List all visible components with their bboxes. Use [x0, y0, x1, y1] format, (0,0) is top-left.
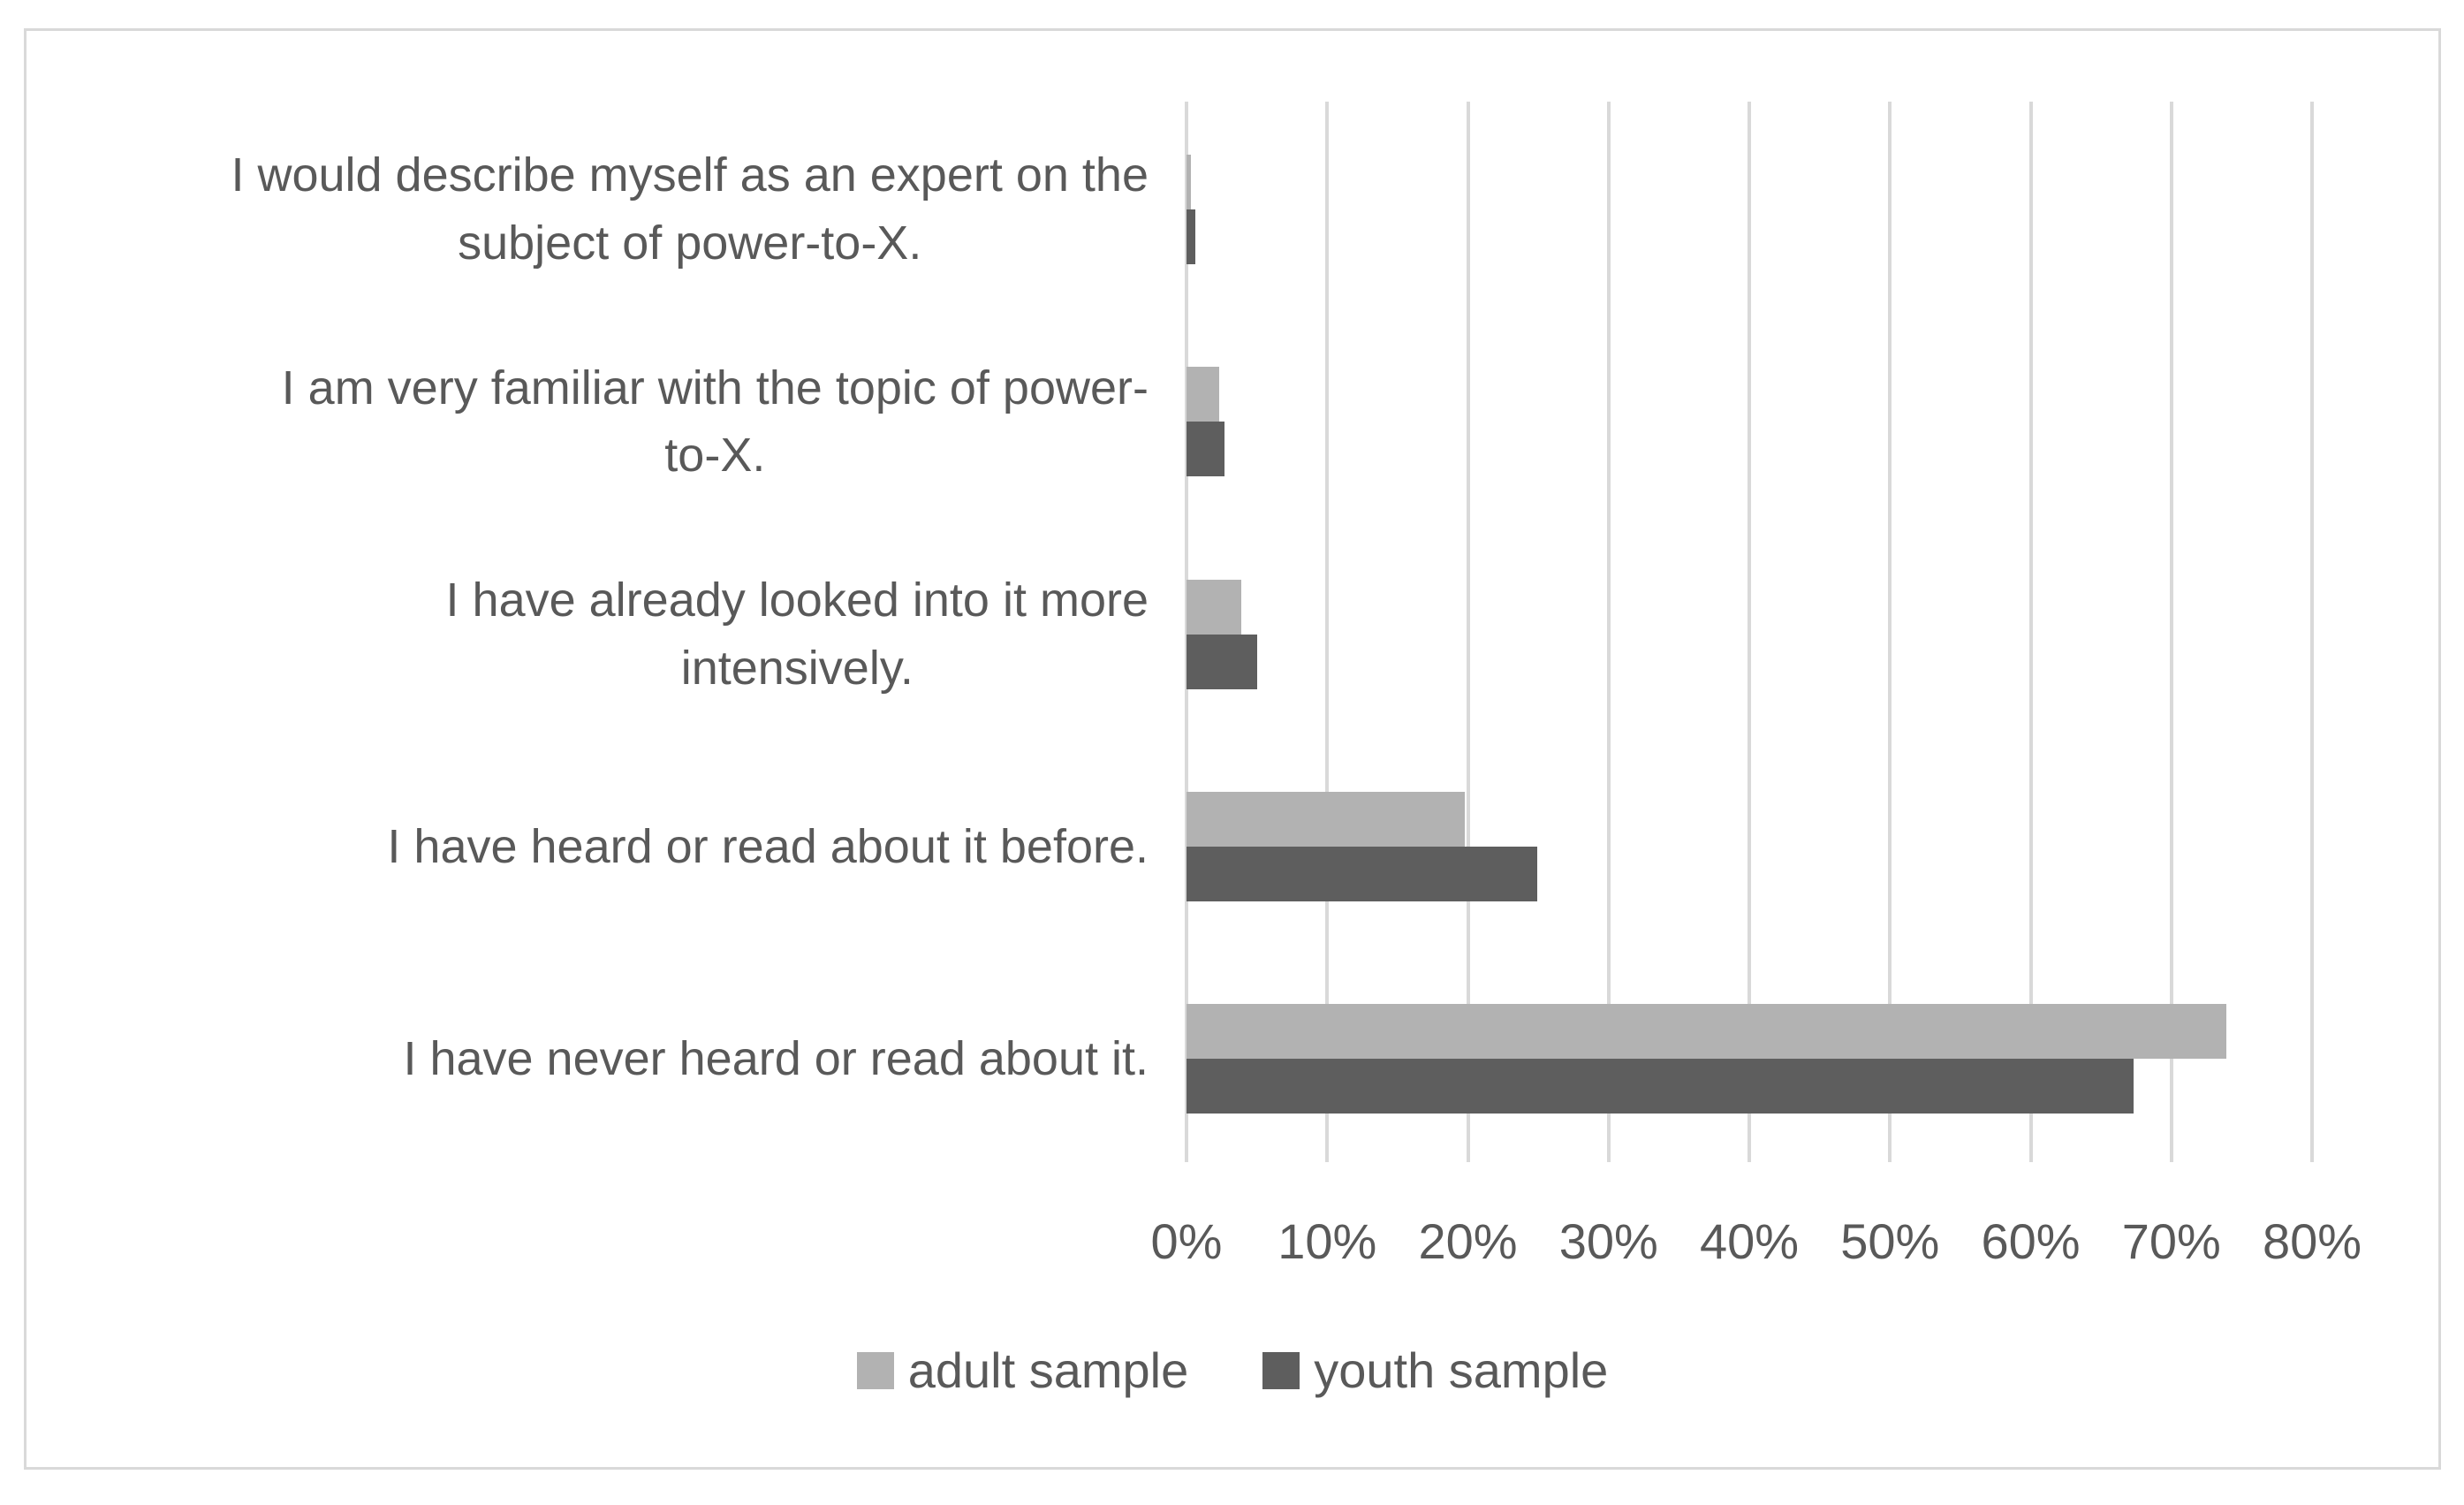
- gridline: [1325, 102, 1330, 1162]
- category-label: I would describe myself as an expert on …: [231, 148, 1149, 270]
- bar-youth-sample: [1187, 209, 1195, 265]
- x-tick-label: 70%: [2121, 1213, 2221, 1269]
- bar-youth-sample: [1187, 1059, 2134, 1114]
- category-label: I have never heard or read about it.: [403, 1032, 1149, 1085]
- x-tick-label: 10%: [1277, 1213, 1377, 1269]
- bar-adult-sample: [1187, 155, 1191, 210]
- bar-adult-sample: [1187, 792, 1466, 848]
- category-label: I have heard or read about it before.: [387, 819, 1149, 873]
- category-label: I am very familiar with the topic of pow…: [281, 361, 1149, 483]
- bar-youth-sample: [1187, 422, 1224, 477]
- legend-swatch: [1262, 1351, 1300, 1389]
- bar-adult-sample: [1187, 579, 1242, 635]
- legend-label: adult sample: [907, 1342, 1189, 1398]
- gridline: [2169, 102, 2173, 1162]
- legend-item: youth sample: [1262, 1342, 1608, 1399]
- x-tick-label: 60%: [1981, 1213, 2081, 1269]
- legend-item: adult sample: [856, 1342, 1189, 1399]
- x-tick-label: 30%: [1558, 1213, 1658, 1269]
- figure-border: [24, 28, 2441, 1470]
- bar-adult-sample: [1187, 1004, 2226, 1060]
- gridline: [1466, 102, 1470, 1162]
- x-tick-label: 20%: [1418, 1213, 1518, 1269]
- x-tick-label: 80%: [2262, 1213, 2362, 1269]
- x-tick-label: 0%: [1150, 1213, 1223, 1269]
- x-tick-label: 50%: [1840, 1213, 1940, 1269]
- gridline: [1748, 102, 1751, 1162]
- gridline: [2310, 102, 2314, 1162]
- bar-adult-sample: [1187, 367, 1219, 422]
- gridline: [1888, 102, 1892, 1162]
- legend: adult sample youth sample: [24, 1342, 2441, 1399]
- legend-swatch: [856, 1351, 894, 1389]
- bar-youth-sample: [1187, 634, 1257, 689]
- bar-youth-sample: [1187, 847, 1537, 902]
- gridline: [1606, 102, 1611, 1162]
- gridline: [2028, 102, 2033, 1162]
- legend-label: youth sample: [1314, 1342, 1609, 1398]
- x-tick-label: 40%: [1699, 1213, 1800, 1269]
- category-label: I have already looked into it more inten…: [445, 574, 1149, 695]
